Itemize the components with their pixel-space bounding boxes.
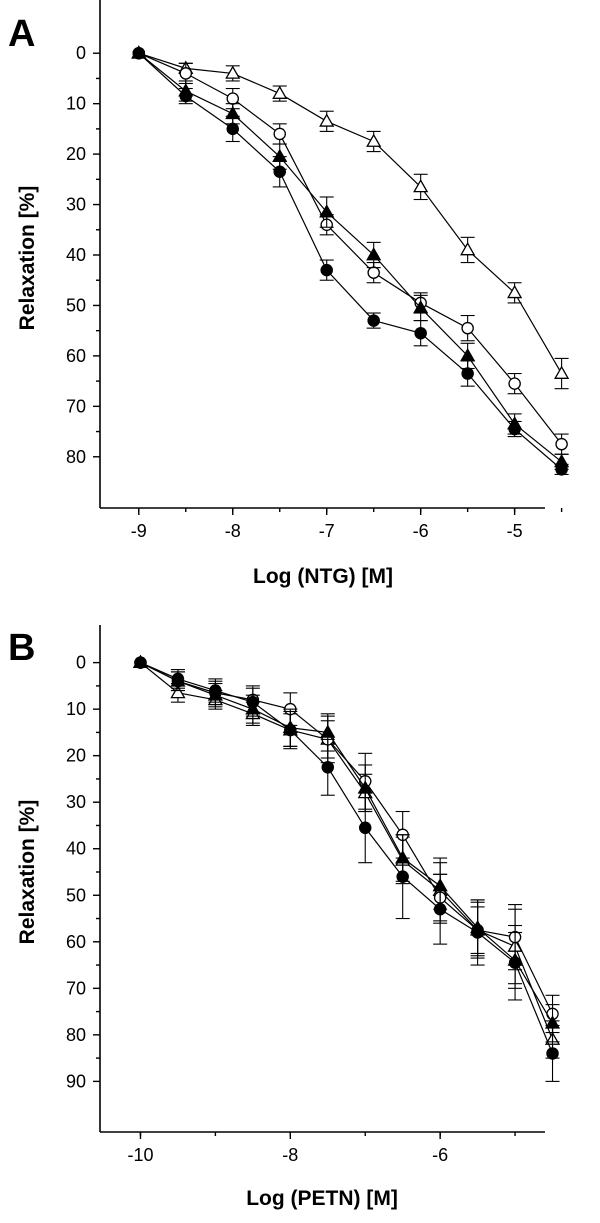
panel-b-series-filled-triangle xyxy=(132,654,561,1043)
panel-b-y-tick-label: 30 xyxy=(66,792,86,812)
panel-b-x-tick-label: -8 xyxy=(282,1145,298,1165)
panel-a-y-tick-label: 0 xyxy=(76,43,86,63)
panel-b-y-tick-label: 50 xyxy=(66,885,86,905)
panel-a-series-line-filled-triangle xyxy=(138,52,562,463)
panel-a-series-open-circle xyxy=(132,46,569,455)
panel-b-y-tick-label: 80 xyxy=(66,1025,86,1045)
panel-a-x-tick-label: -7 xyxy=(319,521,335,541)
panel-a-data-point-open-circle xyxy=(226,92,239,105)
panel-a-data-point-open-triangle xyxy=(319,113,335,127)
panel-letter-b: B xyxy=(8,627,35,669)
panel-a-x-tick-label: -9 xyxy=(131,521,147,541)
panel-b-data-point-filled-circle xyxy=(433,902,447,916)
panel-a-data-point-filled-triangle xyxy=(319,204,335,218)
panel-a-data-point-open-triangle xyxy=(507,284,523,299)
panel-a-data-point-filled-circle xyxy=(508,422,521,436)
panel-b-x-tick-label: -6 xyxy=(432,1145,448,1165)
panel-b-series-line-filled-triangle xyxy=(140,662,554,1024)
panel-b-series-line-open-triangle xyxy=(140,662,554,1040)
panel-b-y-tick-label: 70 xyxy=(66,978,86,998)
panel-b-y-tick-label: 20 xyxy=(66,746,86,766)
panel-a-series-filled-circle xyxy=(132,46,569,476)
panel-a-x-tick-label: -8 xyxy=(225,521,241,541)
panel-a-plot-area xyxy=(131,45,570,476)
panel-b-y-axis-title: Relaxation [%] xyxy=(16,800,39,945)
panel-a-data-point-filled-circle xyxy=(461,367,474,380)
panel-b-data-point-filled-circle xyxy=(546,1047,559,1060)
panel-a-y-tick-label: 60 xyxy=(66,346,86,366)
panel-b-y-tick-label: 10 xyxy=(66,699,86,719)
panel-a-series-open-triangle xyxy=(131,45,570,390)
panel-a-data-point-open-triangle xyxy=(366,133,382,147)
panel-b-series-filled-circle xyxy=(134,656,560,1082)
panel-a-data-point-open-circle xyxy=(555,437,568,451)
panel-b-data-point-filled-circle xyxy=(246,695,260,709)
panel-a-series-line-open-triangle xyxy=(138,52,563,374)
panel-b-y-tick-label: 40 xyxy=(66,839,86,859)
panel-a-data-point-open-circle xyxy=(273,127,286,141)
panel-a-x-tick-label: -5 xyxy=(507,521,523,541)
panel-a-data-point-filled-circle xyxy=(273,165,286,179)
panel-b-data-point-filled-circle xyxy=(358,821,372,835)
panel-b-data-point-filled-circle xyxy=(508,956,522,969)
panel-b-data-point-open-triangle xyxy=(170,684,186,699)
panel-b-series-line-filled-circle xyxy=(140,662,554,1054)
panel-b-data-point-filled-circle xyxy=(284,723,297,737)
panel-b-x-tick-label: -10 xyxy=(127,1145,153,1165)
panel-a-data-point-filled-circle xyxy=(179,89,193,103)
panel-a-y-tick-label: 10 xyxy=(66,94,86,114)
panel-b-y-tick-label: 90 xyxy=(66,1071,86,1091)
panel-b-data-point-filled-triangle xyxy=(320,724,336,738)
panel-b-data-point-filled-circle xyxy=(171,672,185,686)
panel-b-x-axis-title: Log (PETN) [M] xyxy=(246,1187,398,1210)
panel-a-data-point-filled-circle xyxy=(414,326,427,340)
panel-a-data-point-filled-circle xyxy=(555,463,568,476)
panel-a-data-point-open-triangle xyxy=(413,178,429,193)
panel-b-chart: B Relaxation [%] Log (PETN) [M] 0 10 20 30 4… xyxy=(8,625,561,1210)
panel-a-data-point-open-triangle xyxy=(554,365,570,379)
panel-a-y-tick-label: 20 xyxy=(66,144,86,164)
panel-a-x-axis-title: Log (NTG) [M] xyxy=(253,565,393,588)
panel-b-data-point-filled-circle xyxy=(321,761,335,774)
panel-b-series-line-open-circle xyxy=(140,662,554,1015)
panel-b-y-tick-label: 60 xyxy=(66,932,86,952)
panel-a-y-tick-label: 80 xyxy=(66,447,86,467)
panel-a-data-point-open-circle xyxy=(367,266,380,279)
panel-a-data-point-open-circle xyxy=(461,321,474,335)
panel-a-ticks: 0 10 20 30 40 50 60 70 80 -9 -8 -7 -6 -5 xyxy=(66,43,563,541)
panel-a-data-point-open-triangle xyxy=(272,85,288,99)
panel-a-y-tick-label: 40 xyxy=(66,245,86,265)
panel-a-y-tick-label: 30 xyxy=(66,195,86,215)
panel-a-data-point-filled-triangle xyxy=(413,300,429,314)
panel-a-data-point-open-triangle xyxy=(225,65,241,79)
panel-a-series-line-filled-circle xyxy=(138,52,562,470)
panel-a-series-line-open-circle xyxy=(138,52,563,445)
panel-b-data-point-filled-circle xyxy=(396,870,409,883)
panel-b-y-tick-label: 0 xyxy=(76,653,86,673)
panel-b-data-point-filled-circle xyxy=(134,656,147,669)
panel-b-series-open-triangle xyxy=(132,654,561,1059)
panel-a-data-point-filled-circle xyxy=(226,122,239,136)
panel-a-series-filled-triangle xyxy=(131,45,570,470)
panel-a-data-point-filled-triangle xyxy=(366,247,382,261)
panel-letter-a: A xyxy=(8,13,35,55)
panel-a-data-point-open-circle xyxy=(508,377,521,390)
panel-a-data-point-open-circle xyxy=(179,67,193,80)
panel-a-y-tick-label: 70 xyxy=(66,396,86,416)
panel-b-data-point-filled-circle xyxy=(209,684,222,697)
panel-a-data-point-open-triangle xyxy=(460,242,476,256)
panel-a-x-tick-label: -6 xyxy=(413,521,429,541)
panel-a-chart: A Relaxation [%] Log (NTG) [M] 0 10 20 30 40… xyxy=(8,0,570,588)
panel-a-y-axis-title: Relaxation [%] xyxy=(16,186,39,331)
panel-a-data-point-filled-circle xyxy=(367,314,380,327)
panel-b-plot-area xyxy=(132,654,561,1082)
panel-a-data-point-filled-circle xyxy=(320,263,333,277)
panel-b-ticks: 0 10 20 30 40 50 60 70 80 90 -10 -8 -6 xyxy=(66,653,516,1165)
panel-b-series-open-circle xyxy=(134,656,560,1034)
panel-a-y-tick-label: 50 xyxy=(66,295,86,315)
panel-a-data-point-filled-circle xyxy=(132,46,146,60)
panel-b-data-point-filled-circle xyxy=(471,926,484,939)
